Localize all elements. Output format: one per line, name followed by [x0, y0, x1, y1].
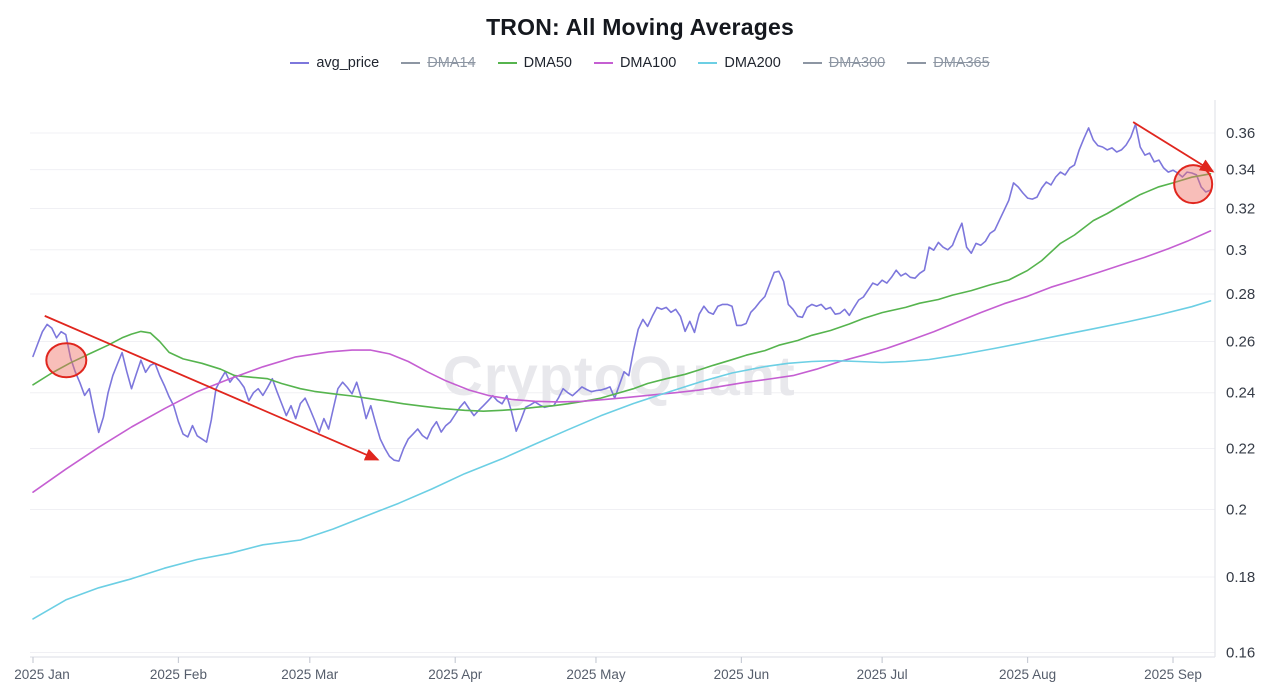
legend-label: avg_price: [316, 55, 380, 71]
series-line-DMA100: [32, 230, 1212, 494]
y-axis-label: 0.36: [1226, 125, 1255, 142]
legend-item-DMA365[interactable]: DMA365: [907, 55, 990, 71]
legend-item-DMA100[interactable]: DMA100: [593, 55, 677, 71]
series-line-DMA50: [32, 173, 1212, 413]
y-axis-label: 0.26: [1226, 333, 1255, 350]
legend-swatch-DMA50: [497, 62, 517, 64]
legend-swatch-DMA14: [401, 62, 421, 64]
legend-label: DMA50: [523, 55, 572, 71]
legend-swatch-DMA365: [907, 62, 927, 64]
y-axis-label: 0.16: [1226, 644, 1255, 661]
annotation-arrow-1: [44, 315, 380, 461]
annotation-circle-2: [1173, 164, 1214, 205]
legend-label: DMA100: [619, 55, 677, 71]
x-axis-label: 2025 May: [566, 667, 626, 682]
legend-label: DMA200: [724, 55, 781, 71]
y-axis-label: 0.3: [1226, 242, 1247, 259]
legend-label: DMA14: [427, 55, 476, 71]
legend-swatch-DMA200: [698, 62, 718, 64]
x-axis-label: 2025 Jul: [857, 667, 908, 682]
annotation-circle-1: [45, 342, 88, 379]
y-axis-label: 0.18: [1226, 569, 1255, 586]
legend-item-DMA200[interactable]: DMA200: [698, 55, 781, 71]
y-axis-label: 0.28: [1226, 286, 1255, 303]
y-axis-label: 0.22: [1226, 440, 1255, 457]
x-axis-label: 2025 Aug: [999, 667, 1056, 682]
page-title: TRON: All Moving Averages: [486, 14, 794, 40]
legend-swatch-DMA300: [802, 62, 822, 64]
legend-label: DMA365: [933, 55, 990, 71]
x-axis-label: 2025 Mar: [281, 667, 339, 682]
legend-item-DMA14[interactable]: DMA14: [401, 55, 476, 71]
watermark: CryptoQuant: [442, 344, 795, 407]
chart-svg: 0.36 0.34 0.32 0.3 0.28 0.26 0.24 0.22 0.2 0.18 0.…: [14, 100, 1255, 682]
legend-label: DMA300: [828, 55, 886, 71]
y-axis-label: 0.34: [1226, 162, 1255, 179]
annotation-arrow-2: [1132, 121, 1215, 173]
x-axis-label: 2025 Sep: [1144, 667, 1202, 682]
x-axis-label: 2025 Jan: [14, 667, 70, 682]
x-axis-label: 2025 Feb: [150, 667, 207, 682]
y-axis-label: 0.2: [1226, 502, 1247, 519]
x-axis-label: 2025 Jun: [714, 667, 770, 682]
legend-swatch-DMA100: [593, 62, 613, 64]
legend-swatch-avg_price: [290, 62, 310, 64]
series-line-DMA200: [32, 300, 1212, 620]
y-axis-label: 0.32: [1226, 200, 1255, 217]
chart-legend: avg_price DMA14 DMA50 DMA100 DMA200 DMA300 DMA…: [0, 53, 1280, 73]
series-line-avg_price: [32, 123, 1212, 462]
legend-item-DMA50[interactable]: DMA50: [497, 55, 572, 71]
legend-item-DMA300[interactable]: DMA300: [802, 55, 886, 71]
y-axis-label: 0.24: [1226, 385, 1255, 402]
legend-item-avg_price[interactable]: avg_price: [290, 55, 379, 71]
x-axis-label: 2025 Apr: [428, 667, 483, 682]
